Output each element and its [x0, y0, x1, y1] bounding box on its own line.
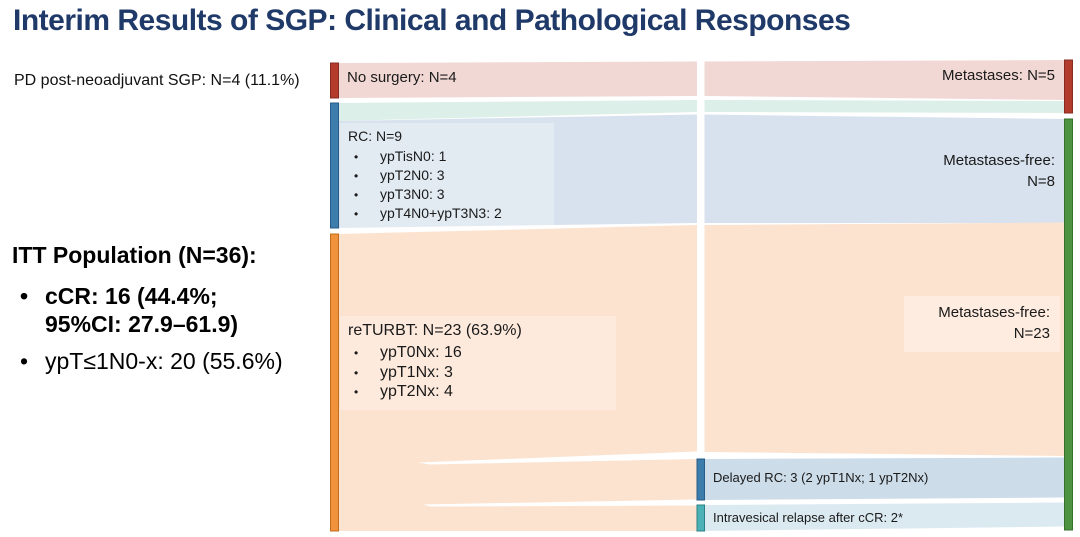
itt-bullet-ccr: cCR: 16 (44.4%; 95%CI: 27.9–61.9) [12, 282, 327, 338]
no-surgery-label: No surgery: N=4 [347, 69, 457, 86]
returbt-item: ypT0Nx: 16 [348, 343, 610, 363]
node-bar-relapse [696, 504, 705, 532]
metastases-label: Metastases: N=5 [942, 67, 1055, 84]
rc-item: ypT2N0: 3 [348, 166, 548, 186]
flow-split-gap-1 [418, 451, 697, 465]
intravesical-relapse-label: Intravesical relapse after cCR: 2* [713, 510, 904, 525]
flow-delayed-rc-band [704, 457, 1065, 500]
node-bar-returbt [330, 233, 339, 532]
returbt-title: reTURBT: N=23 (63.9%) [348, 322, 522, 339]
node-bar-rc [330, 102, 339, 229]
metastases-free-n8-label: Metastases-free: N=8 [943, 150, 1055, 192]
flow-no-surgery-to-metastases-right [704, 60, 1065, 100]
rc-item: ypT3N0: 3 [348, 185, 548, 205]
returbt-item: ypT1Nx: 3 [348, 363, 610, 382]
rc-title: RC: N=9 [348, 128, 403, 144]
itt-bullet-ypt: ypT≤1N0-x: 20 (55.6%) [12, 347, 327, 375]
itt-ccr-line2: 95%CI: 27.9–61.9) [45, 311, 239, 337]
node-bar-metastases [1064, 59, 1073, 114]
delayed-rc-label: Delayed RC: 3 (2 ypT1Nx; 1 ypT2Nx) [713, 470, 929, 485]
node-bar-delayed-rc [696, 458, 705, 501]
flow-rc-to-metastases-left [338, 100, 697, 121]
flow-rc-to-metastases-right [704, 100, 1065, 113]
metastases-free-n23-label: Metastases-free: N=23 [904, 296, 1060, 352]
rc-item: ypTisN0: 1 [348, 147, 548, 167]
returbt-item: ypT2Nx: 4 [348, 382, 610, 402]
node-bar-no-surgery [330, 62, 339, 99]
rc-item: ypT4N0+ypT3N3: 2 [348, 204, 548, 224]
flow-returbt-to-metastases-free-right [704, 222, 1065, 456]
itt-ccr-line1: cCR: 16 (44.4%; [45, 283, 218, 309]
metastases-free-n8-line1: Metastases-free: [943, 152, 1055, 169]
flow-relapse-band [704, 502, 1065, 531]
metastases-free-n23-line1: Metastases-free: [938, 304, 1050, 321]
returbt-node-label: reTURBT: N=23 (63.9%) ypT0Nx: 16 ypT1Nx:… [340, 316, 616, 410]
slide-title: Interim Results of SGP: Clinical and Pat… [13, 4, 851, 37]
flow-no-surgery-to-metastases-left [338, 61, 697, 98]
flow-split-gap-2 [423, 499, 697, 507]
flow-rc-to-metastases-free-right [704, 114, 1065, 223]
rc-node-label: RC: N=9 ypTisN0: 1 ypT2N0: 3 ypT3N0: 3 y… [340, 123, 554, 229]
pd-post-neoadjuvant-note: PD post-neoadjuvant SGP: N=4 (11.1%) [14, 72, 300, 89]
node-bar-metastases-free [1064, 118, 1073, 531]
itt-population-block: ITT Population (N=36): cCR: 16 (44.4%; 9… [12, 242, 327, 375]
metastases-free-n8-line2: N=8 [1027, 173, 1055, 190]
itt-heading: ITT Population (N=36): [12, 242, 257, 268]
metastases-free-n23-line2: N=23 [1013, 325, 1050, 342]
